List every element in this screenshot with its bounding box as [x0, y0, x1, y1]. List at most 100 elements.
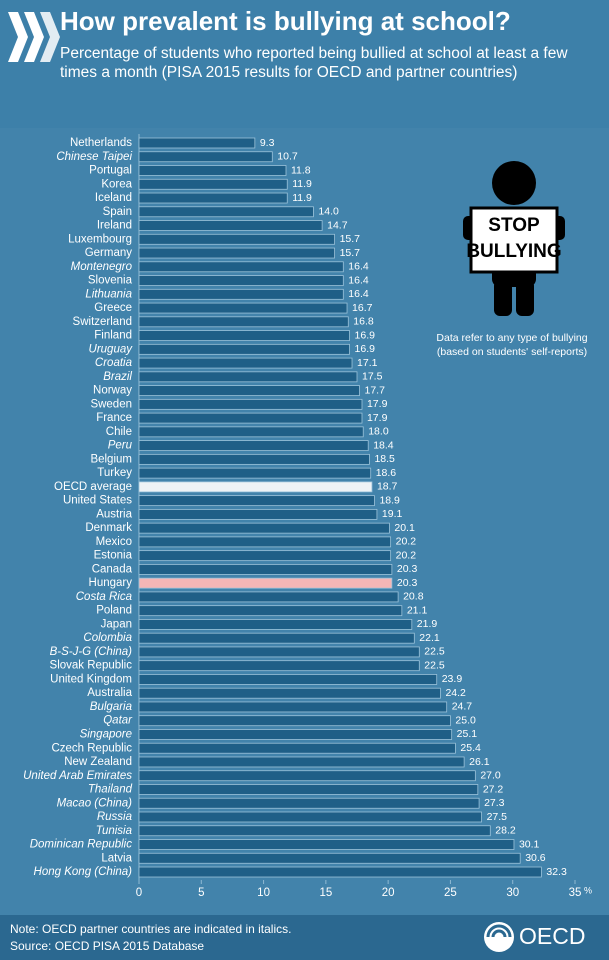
value-label: 10.7: [277, 151, 298, 163]
value-label: 20.1: [394, 522, 415, 534]
value-label: 22.5: [424, 646, 445, 658]
category-label: Iceland: [95, 192, 132, 204]
value-label: 20.3: [397, 563, 418, 575]
category-label: Bulgaria: [90, 701, 132, 713]
bar: [138, 770, 476, 782]
sign-text: STOP: [488, 215, 540, 236]
category-label: Australia: [87, 687, 132, 699]
value-label: 22.5: [424, 659, 445, 671]
category-label: Portugal: [89, 165, 132, 177]
annotation: Data refer to any type of bullying: [436, 332, 587, 344]
category-label: Switzerland: [73, 316, 132, 328]
value-label: 19.1: [382, 508, 403, 520]
bar: [138, 756, 465, 768]
category-label: Peru: [108, 440, 133, 452]
value-label: 16.7: [352, 302, 373, 314]
category-label: United Arab Emirates: [23, 770, 132, 782]
category-label: Slovenia: [88, 275, 133, 287]
bar: [138, 784, 479, 795]
category-label: Czech Republic: [51, 742, 132, 754]
category-label: Belgium: [90, 453, 132, 465]
x-tick-label: 20: [382, 887, 395, 899]
bar: [138, 385, 360, 396]
category-label: Slovak Republic: [50, 660, 133, 672]
x-tick-label: 5: [198, 887, 204, 899]
bar: [138, 742, 456, 754]
x-tick-label: 0: [136, 887, 142, 899]
category-label: Chinese Taipei: [56, 151, 132, 163]
category-label: Canada: [92, 563, 133, 575]
category-label: Russia: [97, 811, 132, 823]
source: Source: OECD PISA 2015 Database: [10, 939, 205, 953]
chart: STOP BULLYING Data refer to any type of …: [8, 12, 593, 900]
bar: [138, 564, 393, 575]
value-label: 28.2: [495, 825, 516, 837]
note: Note: OECD partner countries are indicat…: [10, 922, 292, 936]
value-label: 30.6: [525, 852, 546, 864]
bar: [138, 302, 348, 314]
bar: [138, 646, 420, 658]
value-label: 27.2: [483, 783, 504, 795]
value-label: 18.6: [376, 467, 397, 479]
value-label: 16.9: [355, 329, 376, 341]
bar: [138, 550, 392, 562]
value-label: 14.0: [318, 206, 339, 218]
value-label: 24.2: [445, 687, 466, 699]
value-label: 25.4: [460, 742, 481, 754]
x-tick-label: 15: [319, 887, 332, 899]
title: How prevalent is bullying at school?: [60, 6, 511, 36]
value-label: 18.7: [377, 481, 398, 493]
category-label: OECD average: [54, 481, 132, 493]
annotation: (based on students' self-reports): [437, 346, 587, 358]
value-label: 17.1: [357, 357, 378, 369]
logo: OECD: [484, 922, 585, 952]
value-label: 15.7: [340, 233, 361, 245]
value-label: 27.3: [484, 797, 505, 809]
category-label: Korea: [101, 178, 132, 190]
bar: [138, 330, 350, 341]
category-label: Montenegro: [71, 261, 133, 273]
chevrons: [8, 12, 60, 62]
category-label: Spain: [103, 206, 132, 218]
category-label: Greece: [94, 302, 132, 314]
value-label: 21.1: [407, 604, 428, 616]
bar: [138, 343, 350, 355]
category-label: Finland: [94, 330, 132, 342]
category-label: B-S-J-G (China): [50, 646, 133, 658]
category-label: Netherlands: [70, 137, 132, 149]
bar: [138, 220, 323, 231]
category-label: Sweden: [90, 398, 132, 410]
category-label: Austria: [96, 508, 132, 520]
bar: [138, 729, 453, 740]
category-label: Brazil: [103, 371, 132, 383]
value-label: 16.8: [353, 316, 374, 328]
value-label: 18.9: [379, 494, 400, 506]
bar: [138, 261, 344, 273]
value-label: 17.5: [362, 371, 383, 383]
bar: [138, 495, 375, 507]
value-label: 11.8: [291, 164, 311, 176]
value-label: 9.3: [260, 137, 275, 149]
bar: [138, 151, 273, 163]
bar: [138, 275, 344, 286]
category-label: Chile: [106, 426, 132, 438]
category-label: Singapore: [80, 728, 132, 740]
value-label: 15.7: [340, 247, 361, 259]
value-label: 11.9: [292, 192, 312, 204]
bar: [138, 316, 349, 328]
value-label: 24.7: [452, 701, 473, 713]
bar: [138, 371, 358, 383]
value-label: 25.0: [455, 714, 476, 726]
bar: [138, 660, 420, 672]
bar: [138, 632, 415, 644]
bar: [138, 797, 480, 809]
category-label: Qatar: [103, 715, 133, 727]
bar: [138, 137, 256, 149]
bar: [138, 852, 521, 864]
x-tick-label: 25: [444, 887, 457, 899]
bar: [138, 591, 399, 603]
value-label: 14.7: [327, 219, 348, 231]
category-label: Estonia: [94, 550, 133, 562]
value-label: 21.9: [417, 618, 438, 630]
